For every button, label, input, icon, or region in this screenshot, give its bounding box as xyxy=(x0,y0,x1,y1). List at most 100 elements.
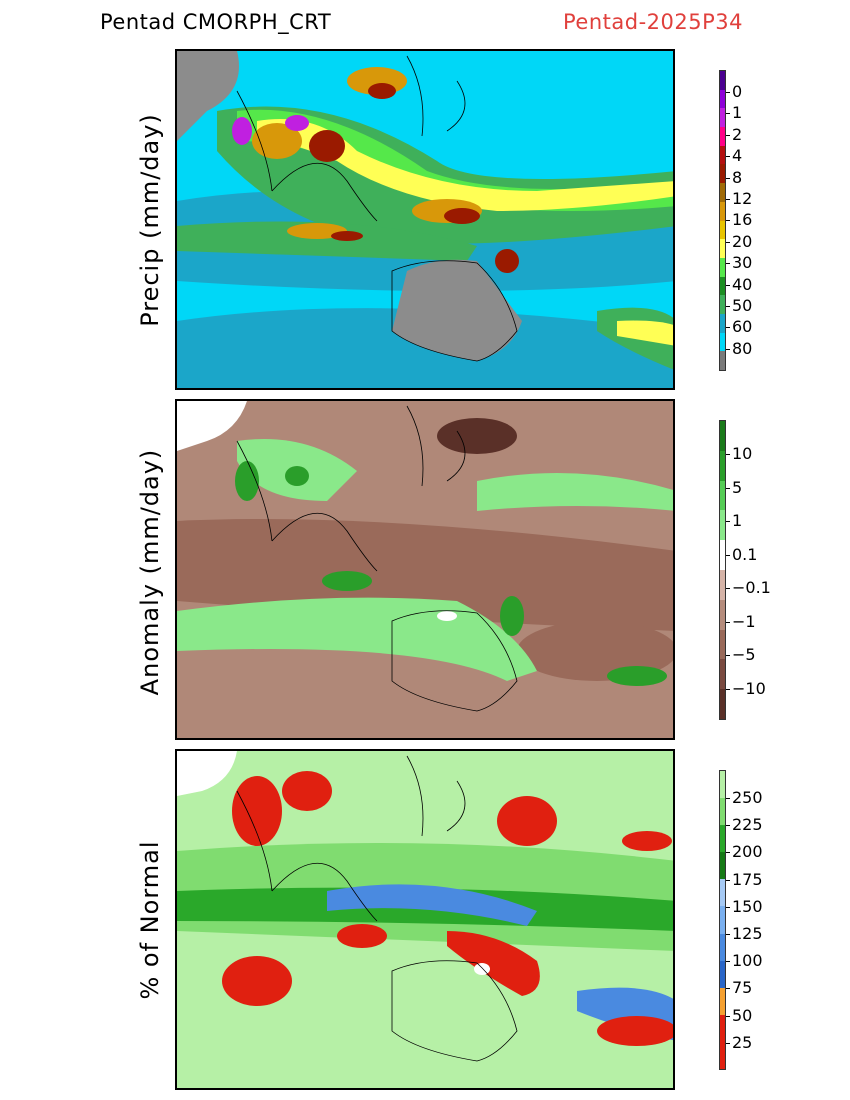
colorbar-swatch xyxy=(720,313,725,333)
colorbar-swatch xyxy=(720,71,725,90)
colorbar-tick-mark xyxy=(726,284,730,286)
percent-normal-axis-label: % of Normal xyxy=(136,840,164,1000)
colorbar-swatch xyxy=(720,825,725,853)
pentad-label: Pentad-2025P34 xyxy=(563,10,743,34)
anomaly-colorbar xyxy=(719,420,726,720)
colorbar-tick-label: 1 xyxy=(732,103,743,123)
colorbar-tick-mark xyxy=(726,241,730,243)
colorbar-tick-mark xyxy=(726,1015,730,1017)
colorbar-tick-label: 1 xyxy=(732,511,743,530)
colorbar-swatch xyxy=(720,960,725,988)
colorbar-swatch xyxy=(720,108,725,128)
colorbar-tick-label: 40 xyxy=(732,274,753,294)
colorbar-swatch xyxy=(720,987,725,1015)
percent-normal-colorbar xyxy=(719,770,726,1070)
colorbar-tick-label: 125 xyxy=(732,924,763,943)
colorbar-swatch xyxy=(720,257,725,277)
colorbar-tick-label: 50 xyxy=(732,296,753,315)
colorbar-tick-mark xyxy=(726,487,730,489)
colorbar-tick-mark xyxy=(726,306,730,307)
colorbar-tick-mark xyxy=(726,621,730,623)
colorbar-swatch xyxy=(720,879,725,907)
colorbar-tick-label: 8 xyxy=(732,167,743,187)
colorbar-swatch xyxy=(720,220,725,240)
colorbar-swatch xyxy=(720,599,725,630)
colorbar-tick-mark xyxy=(726,825,730,827)
colorbar-tick-label: 250 xyxy=(732,788,763,807)
colorbar-tick-mark xyxy=(726,156,730,158)
colorbar-tick-label: 150 xyxy=(732,896,763,916)
colorbar-swatch xyxy=(720,450,725,481)
colorbar-tick-label: 10 xyxy=(732,444,753,463)
colorbar-tick-label: 20 xyxy=(732,231,753,251)
colorbar-swatch xyxy=(720,295,725,314)
colorbar-tick-mark xyxy=(726,113,730,115)
colorbar-tick-mark xyxy=(726,177,730,179)
colorbar-swatch xyxy=(720,201,725,221)
colorbar-swatch xyxy=(720,239,725,258)
colorbar-tick-mark xyxy=(726,1042,730,1044)
colorbar-tick-mark xyxy=(726,879,730,881)
colorbar-tick-mark xyxy=(726,798,730,799)
colorbar-swatch xyxy=(720,164,725,184)
colorbar-tick-label: 60 xyxy=(732,317,753,337)
colorbar-tick-mark xyxy=(726,934,730,935)
colorbar-tick-label: −10 xyxy=(732,678,766,698)
colorbar-tick-label: 200 xyxy=(732,842,763,862)
colorbar-tick-mark xyxy=(726,199,730,200)
precip-field xyxy=(177,51,673,388)
colorbar-tick-mark xyxy=(726,348,730,350)
colorbar-tick-label: −1 xyxy=(732,611,756,631)
colorbar-swatch xyxy=(720,689,725,719)
colorbar-tick-mark xyxy=(726,988,730,990)
colorbar-swatch xyxy=(720,510,725,541)
colorbar-swatch xyxy=(720,540,725,570)
colorbar-swatch xyxy=(720,351,725,370)
colorbar-swatch xyxy=(720,421,725,451)
colorbar-swatch xyxy=(720,629,725,660)
colorbar-swatch xyxy=(720,771,725,799)
colorbar-tick-mark xyxy=(726,906,730,908)
colorbar-swatch xyxy=(720,127,725,146)
colorbar-swatch xyxy=(720,145,725,165)
anomaly-field xyxy=(177,401,673,738)
colorbar-swatch xyxy=(720,183,725,202)
map-title: Pentad CMORPH_CRT xyxy=(100,10,332,34)
colorbar-tick-label: 0 xyxy=(732,82,743,101)
colorbar-tick-label: 50 xyxy=(732,1005,753,1025)
colorbar-swatch xyxy=(720,569,725,600)
colorbar-tick-mark xyxy=(726,327,730,329)
colorbar-tick-label: 75 xyxy=(732,978,753,998)
colorbar-tick-mark xyxy=(726,655,730,656)
colorbar-tick-mark xyxy=(726,852,730,854)
colorbar-tick-mark xyxy=(726,588,730,589)
colorbar-tick-mark xyxy=(726,454,730,455)
precip-axis-label: Precip (mm/day) xyxy=(136,113,164,327)
colorbar-tick-label: 225 xyxy=(732,815,763,835)
colorbar-tick-label: 30 xyxy=(732,253,753,273)
colorbar-swatch xyxy=(720,332,725,352)
colorbar-tick-label: 0.1 xyxy=(732,544,758,564)
anomaly-map xyxy=(175,399,675,740)
colorbar-tick-label: 16 xyxy=(732,210,753,230)
colorbar-tick-label: 175 xyxy=(732,869,763,889)
colorbar-tick-label: 80 xyxy=(732,338,753,358)
colorbar-tick-label: 12 xyxy=(732,189,753,208)
colorbar-tick-mark xyxy=(726,92,730,93)
colorbar-swatch xyxy=(720,89,725,109)
precip-colorbar xyxy=(719,70,726,371)
colorbar-tick-mark xyxy=(726,134,730,136)
anomaly-axis-label: Anomaly (mm/day) xyxy=(136,448,164,696)
colorbar-tick-label: 2 xyxy=(732,124,743,144)
colorbar-tick-mark xyxy=(726,688,730,690)
colorbar-swatch xyxy=(720,659,725,690)
precip-map xyxy=(175,49,675,390)
colorbar-tick-label: 4 xyxy=(732,146,743,166)
colorbar-tick-label: −5 xyxy=(732,645,756,664)
colorbar-swatch xyxy=(720,1014,725,1042)
colorbar-tick-mark xyxy=(726,220,730,222)
colorbar-swatch xyxy=(720,852,725,880)
colorbar-swatch xyxy=(720,480,725,511)
colorbar-tick-mark xyxy=(726,554,730,556)
colorbar-tick-mark xyxy=(726,521,730,522)
